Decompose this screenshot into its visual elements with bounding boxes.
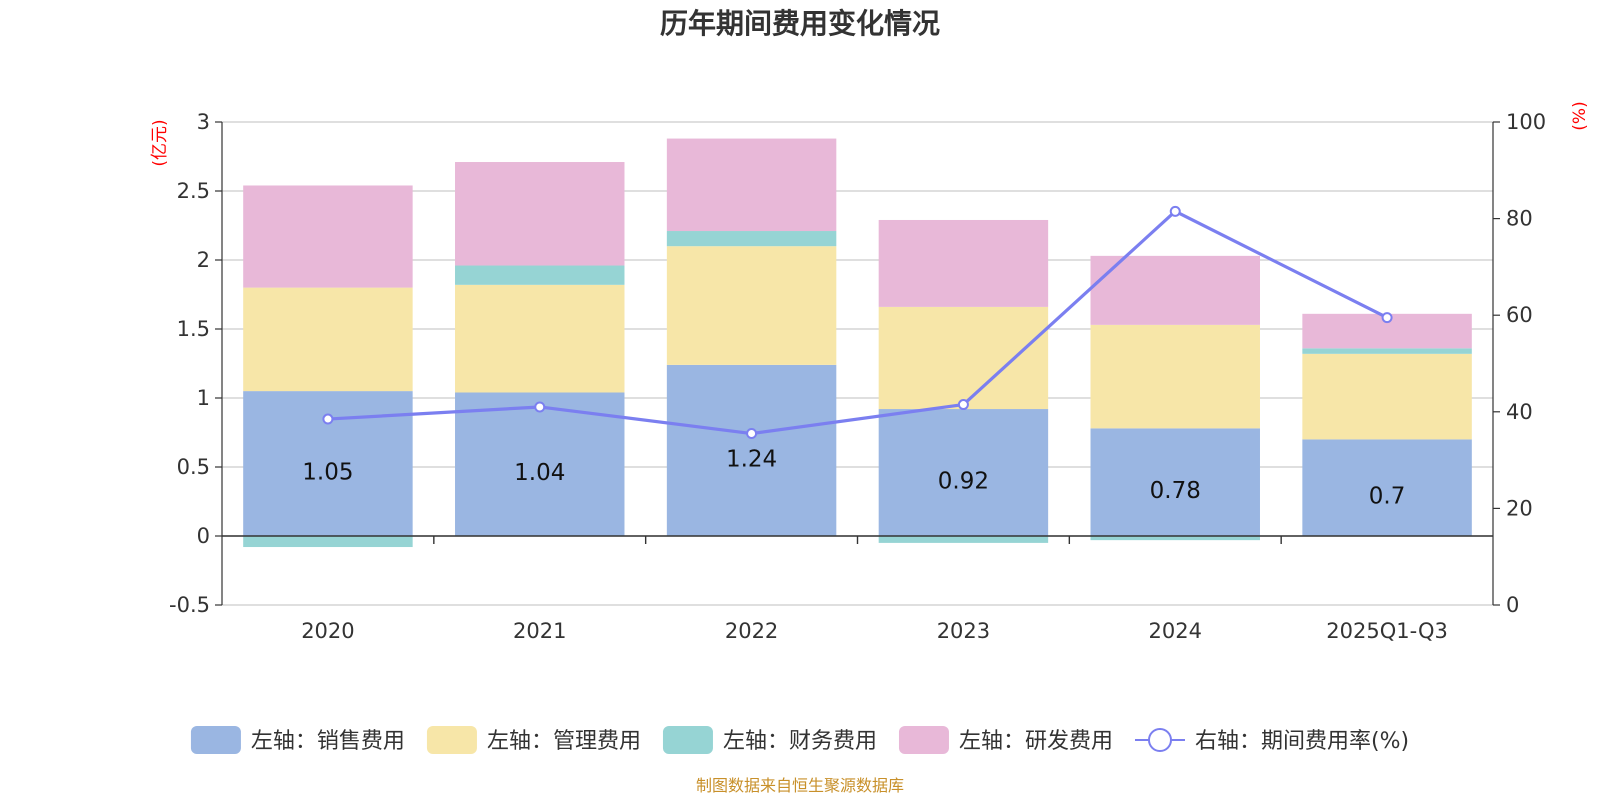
right-tick-label: 60 — [1506, 303, 1533, 327]
legend-swatch — [190, 726, 241, 754]
bar-segment-s3-4 — [1090, 255, 1260, 325]
left-axis-unit: (亿元) — [150, 119, 170, 166]
bar-segment-s2-4 — [1090, 536, 1260, 541]
legend-item-0[interactable]: 左轴：销售费用 — [190, 726, 405, 754]
bar-segment-s1-3 — [878, 306, 1049, 410]
bar-segment-s3-0 — [243, 185, 413, 288]
bar-segment-s2-1 — [455, 265, 625, 285]
bar-segment-s1-1 — [455, 284, 625, 393]
bar-segment-s1-0 — [243, 287, 413, 392]
left-tick-label: 0 — [197, 524, 210, 548]
legend-marker — [1147, 728, 1172, 752]
bar-segment-s0-1 — [455, 392, 625, 536]
right-tick-label: 20 — [1506, 496, 1533, 520]
legend-label: 左轴：研发费用 — [959, 729, 1113, 754]
data-label: 1.05 — [302, 460, 353, 486]
bar-segment-s3-1 — [455, 162, 625, 266]
bar-segment-s1-5 — [1302, 353, 1472, 440]
legend-label: 左轴：财务费用 — [723, 729, 877, 754]
rate-point[interactable] — [322, 413, 334, 425]
right-tick-label: 0 — [1506, 593, 1519, 617]
rate-line — [327, 209, 1388, 436]
right-tick-label: 80 — [1506, 207, 1533, 231]
rate-point[interactable] — [1169, 205, 1181, 217]
bar-segment-s0-5 — [1302, 439, 1472, 536]
bar-segment-s1-2 — [666, 246, 837, 365]
source-note: 制图数据来自恒生聚源数据库 — [696, 776, 904, 795]
left-tick-label: 3 — [197, 110, 210, 134]
bar-segment-s2-0 — [243, 536, 413, 548]
rate-point[interactable] — [1381, 312, 1393, 324]
bar-segment-s0-4 — [1090, 428, 1260, 536]
data-label: 0.7 — [1369, 484, 1406, 510]
legend-swatch — [426, 726, 477, 754]
right-axis-unit: (%) — [1570, 101, 1590, 130]
legend-item-4[interactable]: 右轴：期间费用率(%) — [1134, 728, 1409, 754]
right-tick-label: 40 — [1506, 400, 1533, 424]
data-label: 0.78 — [1150, 478, 1201, 504]
right-tick-label: 100 — [1506, 110, 1546, 134]
bar-segment-s0-2 — [666, 364, 837, 536]
bar-segment-s3-3 — [878, 219, 1049, 307]
bar-segment-s3-2 — [666, 138, 837, 232]
chart-title: 历年期间费用变化情况 — [660, 7, 940, 40]
left-tick-label: 1 — [197, 386, 210, 410]
rate-point[interactable] — [534, 401, 546, 413]
legend-label: 右轴：期间费用率(%) — [1195, 729, 1409, 754]
x-tick-label: 2025Q1-Q3 — [1326, 619, 1448, 643]
legend-label: 左轴：管理费用 — [487, 729, 641, 754]
bar-segment-s2-5 — [1302, 348, 1472, 354]
left-tick-label: 2 — [197, 248, 210, 272]
x-tick-label: 2021 — [513, 619, 566, 643]
bar-segment-s0-3 — [878, 409, 1049, 536]
left-tick-label: 0.5 — [177, 455, 210, 479]
left-tick-label: 1.5 — [177, 317, 210, 341]
x-tick-label: 2023 — [937, 619, 990, 643]
bar-segment-s2-2 — [666, 231, 837, 247]
left-tick-label: 2.5 — [177, 179, 210, 203]
data-label: 1.24 — [726, 446, 777, 472]
legend: 左轴：销售费用 左轴：管理费用 左轴：财务费用 左轴：研发费用 右轴：期间费用率(%) — [190, 726, 1409, 754]
rate-point[interactable] — [746, 428, 758, 440]
legend-item-2[interactable]: 左轴：财务费用 — [662, 726, 877, 754]
bar-segment-s2-3 — [878, 536, 1049, 543]
legend-label: 左轴：销售费用 — [251, 729, 405, 754]
x-tick-label: 2022 — [725, 619, 778, 643]
legend-item-1[interactable]: 左轴：管理费用 — [426, 726, 641, 754]
data-label: 1.04 — [514, 460, 565, 486]
legend-swatch — [898, 726, 949, 754]
rate-point[interactable] — [957, 399, 969, 411]
left-tick-label: -0.5 — [169, 593, 210, 617]
plot-area: -0.5 0 0.5 1 1.5 2 2.5 3 0 20 40 60 80 100 2020 2021 202… — [169, 110, 1546, 643]
x-tick-label: 2024 — [1149, 619, 1202, 643]
bar-segment-s1-4 — [1090, 324, 1260, 429]
data-label: 0.92 — [938, 469, 989, 495]
x-tick-label: 2020 — [301, 619, 354, 643]
legend-swatch — [662, 726, 713, 754]
legend-item-3[interactable]: 左轴：研发费用 — [898, 726, 1113, 754]
